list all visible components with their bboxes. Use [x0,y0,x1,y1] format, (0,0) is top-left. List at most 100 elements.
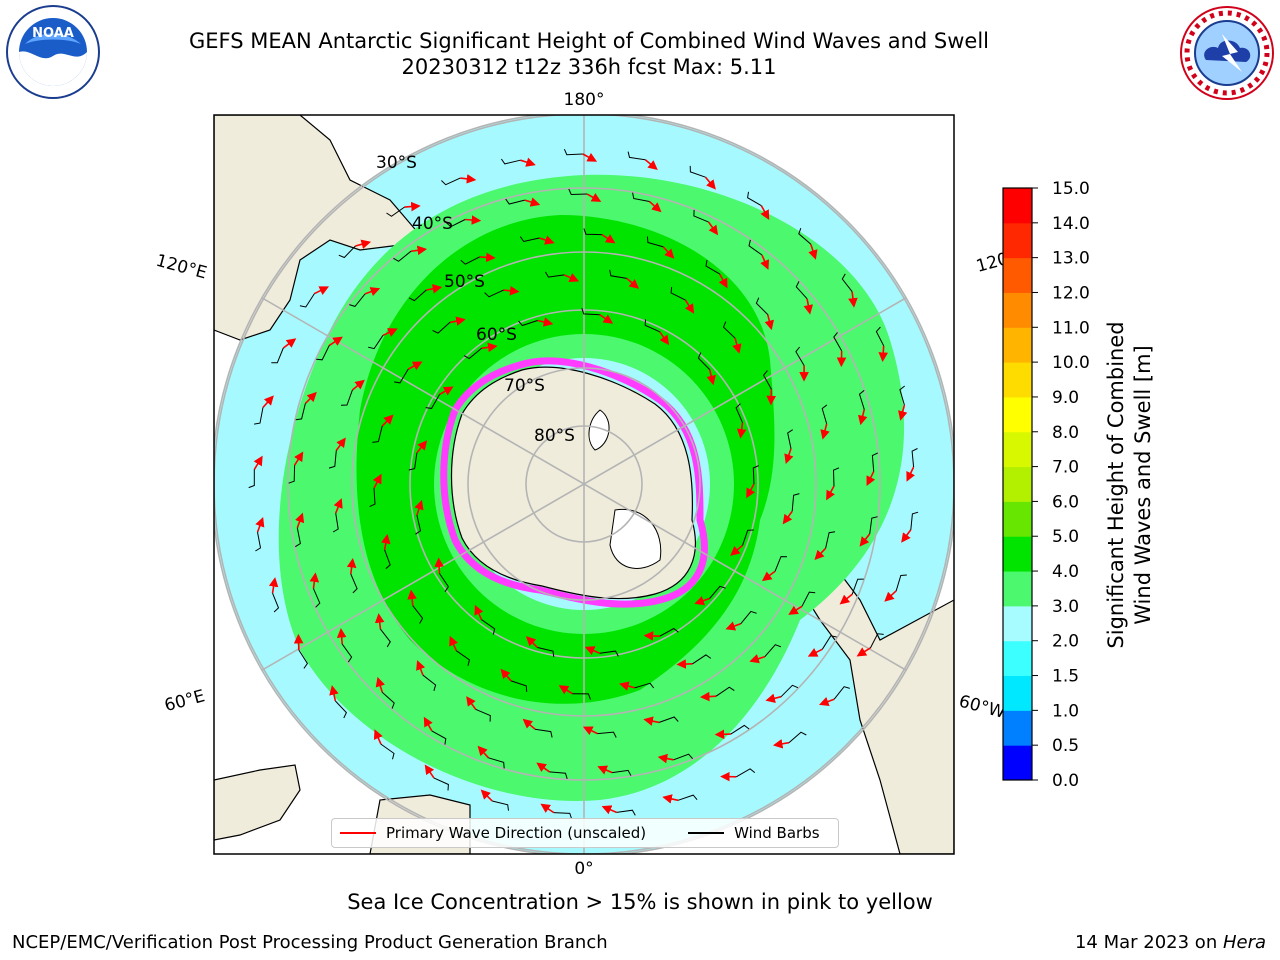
wave-direction-arrow [662,246,675,259]
wind-barb [910,511,919,530]
wind-barb [871,452,879,472]
wave-direction-arrow [732,337,742,354]
map-legend: Primary Wave Direction (unscaled) Wind B… [331,818,839,848]
wind-barb [463,347,482,360]
wave-direction-arrow [619,681,635,691]
wave-direction-arrow [536,762,550,773]
wave-direction-arrow [333,498,343,514]
wind-barb [705,259,721,275]
wind-barb [833,686,850,700]
lon-label-180: 180° [564,90,605,110]
wave-direction-arrow [329,685,339,702]
wave-direction-arrow [439,386,454,396]
wind-barb [549,771,568,780]
wave-direction-arrow [309,572,320,589]
lon-label-60w: 60°W [957,692,1008,724]
wave-direction-arrow [746,483,756,499]
wind-barb [431,730,447,745]
wind-barb [752,465,759,485]
wind-barb [441,177,461,186]
wave-direction-arrow [500,668,512,682]
wind-barb [730,724,750,735]
wave-direction-arrow [848,291,858,308]
sea-ice-note: Sea Ice Concentration > 15% is shown in … [347,890,933,914]
wind-barb [492,800,509,811]
wind-barb [632,192,650,202]
wave-direction-arrow [820,423,830,440]
wind-barb [911,448,918,468]
wind-barb [755,297,769,315]
wave-direction-arrow [304,391,317,404]
wave-direction-arrow [374,613,385,630]
wave-direction-arrow [626,277,640,289]
wind-barb [581,308,600,316]
wave-direction-arrow [699,691,717,702]
wind-barb [572,693,591,700]
wave-direction-arrow [465,215,482,225]
wind-barb [425,394,440,409]
wave-direction-arrow [373,729,383,745]
wave-direction-arrow [480,789,493,802]
lon-label-120w: 120°W [974,243,1035,277]
wind-barb [460,256,480,265]
wind-barb [736,768,756,778]
wave-direction-arrow [808,244,818,260]
wind-barb [338,245,356,259]
wave-direction-arrow [449,635,459,652]
wind-barb [747,191,762,207]
wind-barb [833,332,843,352]
wind-barb [709,585,726,599]
wind-barb [349,293,366,307]
wave-direction-arrow [351,379,365,391]
wave-direction-arrow [540,803,555,814]
wind-barb [328,450,337,469]
wind-barb [659,716,679,723]
wind-barb [599,650,619,657]
wave-direction-arrow [662,794,679,804]
wind-barb [369,488,376,508]
wind-barb [899,385,906,406]
wind-barb [475,708,491,722]
wave-direction-arrow [520,157,536,167]
wave-direction-arrow [866,471,876,486]
lat-label-40s: 40°S [412,214,453,234]
wind-barb [271,347,284,364]
wave-direction-arrow [601,233,616,244]
wave-direction-arrow [839,593,853,605]
wave-direction-arrow [503,285,520,296]
sea-ice-edge [440,357,708,608]
wind-barb [670,286,686,301]
wind-barb [340,389,353,406]
wave-direction-arrow [474,604,484,620]
wave-direction-arrow [364,287,381,297]
wave-direction-arrow [878,345,889,362]
lat-label-60s: 60°S [476,325,517,345]
wind-barb [677,794,698,801]
wave-direction-arrow [282,338,297,349]
wave-direction-arrow [684,299,695,314]
wind-barb [408,452,418,471]
wind-barb [316,345,330,361]
nws-logo [1180,6,1274,100]
wave-direction-arrow [597,765,613,775]
map-subtitle: 20230312 t12z 336h fcst Max: 5.11 [401,55,777,79]
date-host: Hera [1222,932,1266,953]
wind-barb [415,515,422,535]
wave-direction-arrow [424,764,435,779]
wave-direction-arrow [826,485,835,501]
wave-direction-arrow [760,205,770,220]
wind-barb [272,592,280,613]
wave-direction-arrow [346,557,357,575]
wind-barb [563,149,583,156]
wind-barb [801,591,816,607]
legend-barb-swatch [688,832,725,834]
wave-direction-arrow [676,659,693,669]
wind-barb [646,236,664,248]
wind-barb [332,513,339,533]
wind-barb [510,680,528,692]
wave-direction-arrow [253,455,263,470]
wind-barb [616,809,636,816]
wind-barb [762,370,772,390]
wind-barb [386,206,405,217]
wave-direction-arrow [404,201,421,212]
